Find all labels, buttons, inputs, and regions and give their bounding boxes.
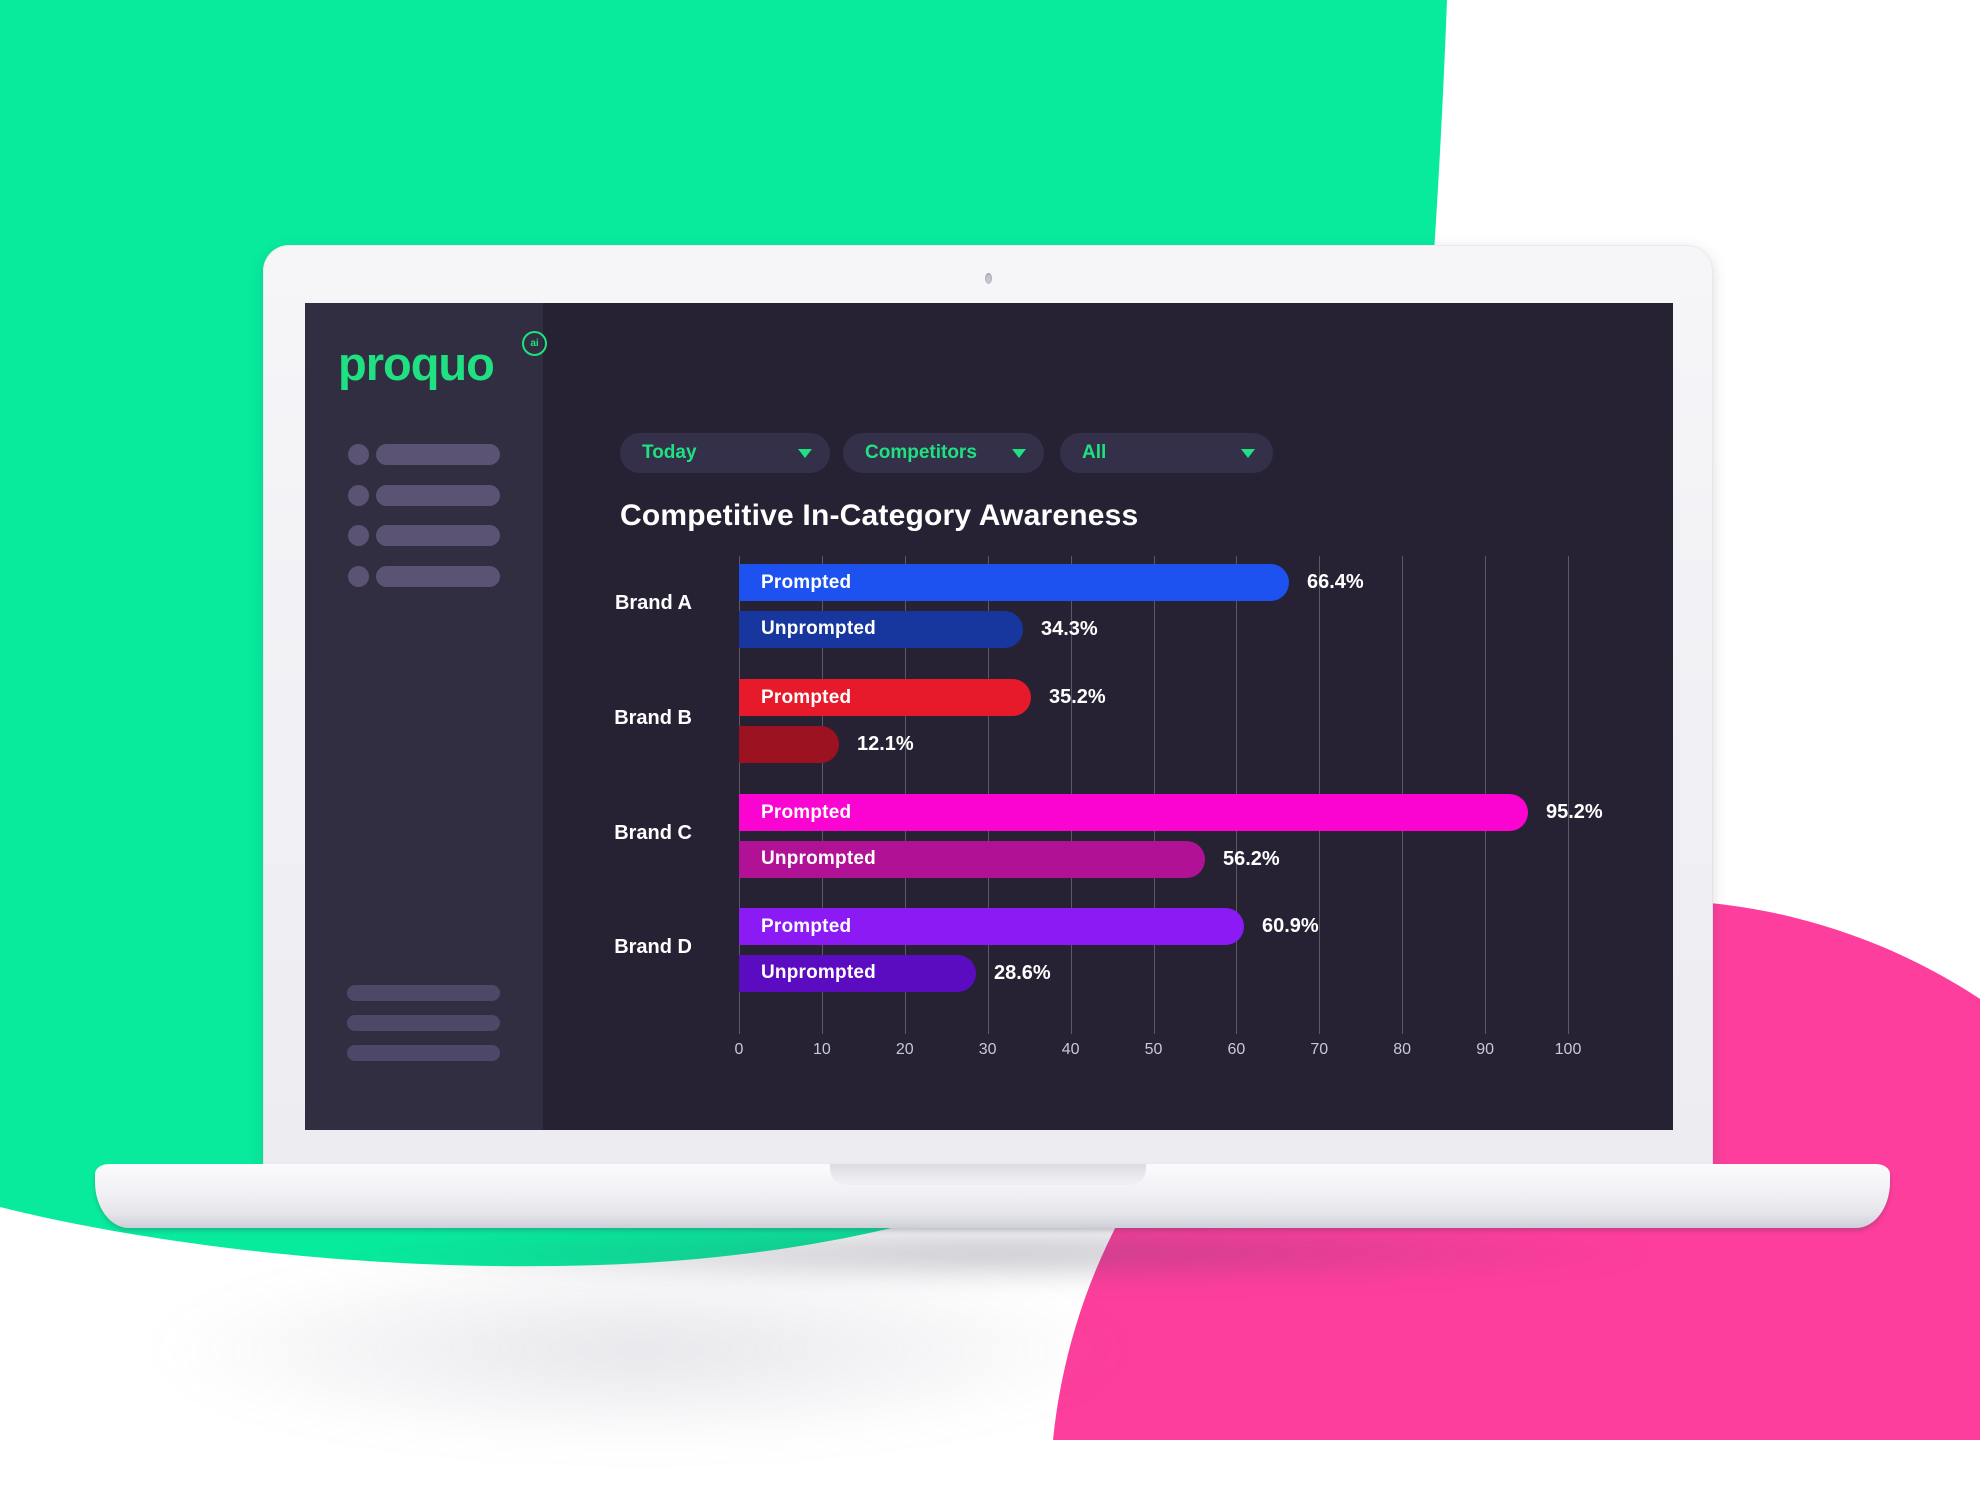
sidebar-footer-placeholder-3[interactable] (347, 1045, 500, 1061)
brand-label: Brand D (614, 936, 692, 958)
menu-label-placeholder (376, 444, 500, 465)
chevron-down-icon (798, 449, 812, 458)
brand-label: Brand C (614, 822, 692, 844)
chevron-down-icon (1241, 449, 1255, 458)
chart-bar: Prompted (739, 679, 1031, 716)
bar-chart: 0 10 20 30 40 50 60 70 80 90 100 Brand A Prompted 66.… (305, 303, 1673, 1130)
chart-bar: Unprompted (739, 840, 1205, 878)
filter-dropdown-all-value: All (1082, 442, 1107, 463)
bar-value-label: 60.9% (1262, 915, 1319, 937)
bar-inside-label: Unprompted (761, 962, 876, 983)
sidebar-footer-placeholder-1[interactable] (347, 985, 500, 1001)
brand-label: Brand B (614, 707, 692, 729)
bar-value-label: 12.1% (857, 732, 914, 755)
sidebar-item-placeholder-2[interactable] (348, 485, 508, 506)
chevron-down-icon (1012, 449, 1026, 458)
page-title: Competitive In-Category Awareness (620, 499, 1139, 532)
menu-dot-icon (348, 444, 369, 465)
laptop-base-notch (830, 1164, 1146, 1185)
x-tick-label: 40 (1061, 1041, 1080, 1058)
filter-dropdown-date[interactable]: Today (620, 433, 830, 473)
webcam-dot (985, 273, 992, 284)
app-screen: proquo ai To (305, 303, 1673, 1130)
chart-bar: Prompted (739, 908, 1244, 945)
brand-label: Brand A (614, 592, 692, 614)
menu-dot-icon (348, 485, 369, 506)
chart-bar: Prompted (739, 794, 1528, 831)
menu-label-placeholder (376, 525, 500, 546)
bar-value-label: 28.6% (994, 961, 1051, 984)
chart-bar: Unprompted (739, 610, 1023, 648)
x-tick-label: 70 (1310, 1041, 1329, 1058)
sidebar-item-placeholder-1[interactable] (348, 444, 508, 465)
bar-inside-label: Prompted (761, 571, 852, 593)
chart-bar: Unprompted (739, 954, 976, 992)
bar-value-label: 56.2% (1223, 847, 1280, 870)
bar-inside-label: Prompted (761, 915, 852, 937)
bar-inside-label: Unprompted (761, 618, 876, 639)
menu-dot-icon (348, 525, 369, 546)
menu-label-placeholder (376, 485, 500, 506)
filter-dropdown-all[interactable]: All (1060, 433, 1273, 473)
bar-inside-label: Unprompted (761, 848, 876, 869)
filter-dropdown-competitors-value: Competitors (865, 442, 977, 463)
filter-dropdown-date-value: Today (642, 442, 697, 463)
sidebar: proquo ai (305, 303, 547, 1130)
x-tick-label: 60 (1227, 1041, 1246, 1058)
bar-value-label: 34.3% (1041, 617, 1098, 640)
bar-inside-label: Prompted (761, 801, 852, 823)
x-tick-label: 10 (812, 1041, 831, 1058)
sidebar-item-placeholder-4[interactable] (348, 566, 508, 587)
x-tick-label: 90 (1476, 1041, 1494, 1058)
x-tick-label: 20 (895, 1041, 914, 1058)
bar-value-label: 35.2% (1049, 686, 1106, 708)
menu-label-placeholder (376, 566, 500, 587)
laptop-screen-bezel: proquo ai To (263, 245, 1713, 1166)
x-tick-label: 100 (1554, 1041, 1582, 1058)
chart-bar (739, 725, 839, 763)
x-tick-label: 30 (978, 1041, 997, 1058)
logo-text: proquo (338, 337, 495, 390)
x-tick-label: 50 (1144, 1041, 1163, 1058)
brand-logo: proquo ai (338, 331, 547, 390)
bar-value-label: 66.4% (1307, 571, 1364, 593)
gridline (1568, 556, 1569, 1034)
logo-ai-badge: ai (522, 331, 547, 356)
bar-inside-label: Prompted (761, 686, 852, 708)
filter-dropdown-competitors[interactable]: Competitors (843, 433, 1044, 473)
x-tick-label: 0 (734, 1041, 744, 1058)
bar-value-label: 95.2% (1546, 801, 1603, 823)
chart-bar: Prompted (739, 564, 1289, 601)
sidebar-item-placeholder-3[interactable] (348, 525, 508, 546)
laptop-base (95, 1164, 1890, 1228)
menu-dot-icon (348, 566, 369, 587)
sidebar-footer-placeholder-2[interactable] (347, 1015, 500, 1031)
x-tick-label: 80 (1393, 1041, 1412, 1058)
